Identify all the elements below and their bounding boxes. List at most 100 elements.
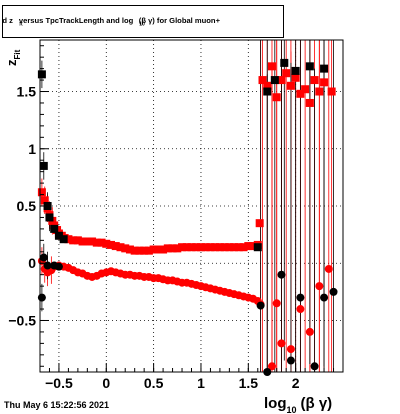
data-point-circle xyxy=(277,270,286,279)
data-point-square xyxy=(173,244,182,253)
data-point-circle xyxy=(305,327,314,336)
data-point-square xyxy=(97,238,106,247)
data-point-square xyxy=(301,85,310,94)
data-point-square xyxy=(83,237,92,246)
data-point-circle xyxy=(286,345,295,354)
data-point-square xyxy=(111,242,120,251)
data-point-square xyxy=(187,243,196,252)
data-point-square xyxy=(255,219,264,228)
data-point-square xyxy=(196,243,205,252)
y-tick-label: 0.5 xyxy=(17,198,37,214)
data-point-square xyxy=(282,69,291,78)
data-point-square xyxy=(178,243,187,252)
data-point-square xyxy=(168,244,177,253)
data-point-circle xyxy=(310,362,319,371)
data-point-square xyxy=(239,243,248,252)
data-point-circle xyxy=(320,293,329,302)
data-point-square xyxy=(215,243,224,252)
data-point-square xyxy=(230,243,239,252)
x-tick-label: 1.5 xyxy=(239,375,259,391)
data-point-square xyxy=(159,245,168,254)
data-point-square xyxy=(73,236,82,245)
y-tick-label: −0.5 xyxy=(8,312,36,328)
x-tick-label: 1 xyxy=(197,375,205,391)
data-point-square xyxy=(310,76,319,85)
data-point-square xyxy=(40,196,49,205)
data-point-square xyxy=(37,188,46,197)
data-point-square xyxy=(225,243,234,252)
data-point-square xyxy=(263,87,272,96)
data-point-square xyxy=(64,235,73,244)
data-point-square xyxy=(327,87,336,96)
data-point-square xyxy=(270,76,279,85)
data-point-square xyxy=(201,243,210,252)
chart-title: itted zπ versus TpcTrackLength and log10… xyxy=(2,5,284,38)
data-point-square xyxy=(206,243,215,252)
data-point-circle xyxy=(296,293,305,302)
y-axis-title: zFit xyxy=(4,49,22,66)
data-point-square xyxy=(220,243,229,252)
data-point-square xyxy=(144,246,153,255)
tick-labels: −0.5 0 0.5 1 1.5 2 −0.5 0 0.5 1 1.5 xyxy=(8,84,299,391)
data-point-square xyxy=(121,244,130,253)
data-point-square xyxy=(320,64,329,73)
x-tick-label: 2 xyxy=(292,375,300,391)
y-tick-label: 1.5 xyxy=(17,84,37,100)
plot-frame xyxy=(40,40,343,372)
x-tick-label: 0.5 xyxy=(144,375,164,391)
y-tick-label: 1 xyxy=(28,141,36,157)
data-point-square xyxy=(78,237,87,246)
data-point-circle xyxy=(54,262,63,271)
data-point-square xyxy=(267,62,276,71)
data-point-square xyxy=(253,243,262,252)
plot-area xyxy=(40,40,343,372)
data-point-square xyxy=(258,76,267,85)
data-point-square xyxy=(305,98,314,107)
data-point-square xyxy=(92,238,101,247)
x-tick-label: −0.5 xyxy=(45,375,73,391)
data-point-square xyxy=(154,245,163,254)
timestamp: Thu May 6 15:22:56 2021 xyxy=(4,400,110,410)
data-point-square xyxy=(291,73,300,82)
data-point-square xyxy=(125,245,134,254)
data-point-square xyxy=(305,62,314,71)
data-point-square xyxy=(296,89,305,98)
data-point-square xyxy=(277,76,286,85)
data-point-square xyxy=(163,244,172,253)
data-point-square xyxy=(192,243,201,252)
data-point-square xyxy=(88,237,97,246)
data-point-square xyxy=(291,66,300,75)
data-point-square xyxy=(249,242,258,251)
x-axis-title: log10 (β γ) xyxy=(264,395,332,414)
data-point-square xyxy=(263,81,272,90)
data-point-square xyxy=(315,87,324,96)
data-point-square xyxy=(102,239,111,248)
data-point-square xyxy=(280,58,289,67)
data-point-square xyxy=(59,235,68,244)
data-point-circle xyxy=(277,339,286,348)
data-point-square xyxy=(286,81,295,90)
data-point-circle xyxy=(272,299,281,308)
data-point-square xyxy=(69,236,78,245)
data-point-square xyxy=(45,213,54,222)
data-point-circle xyxy=(286,356,295,365)
data-point-square xyxy=(37,70,46,79)
data-point-square xyxy=(130,246,139,255)
data-point-circle xyxy=(256,301,265,310)
data-point-square xyxy=(140,246,149,255)
data-point-square xyxy=(54,231,63,240)
x-tick-label: 0 xyxy=(102,375,110,391)
data-point-square xyxy=(107,240,116,249)
data-point-square xyxy=(39,161,48,170)
data-point-square xyxy=(116,243,125,252)
data-point-circle xyxy=(315,282,324,291)
data-point-square xyxy=(234,243,243,252)
data-point-square xyxy=(135,246,144,255)
data-point-square xyxy=(211,243,220,252)
y-tick-label: 0 xyxy=(28,255,36,271)
data-point-square xyxy=(149,245,158,254)
data-point-circle xyxy=(39,253,48,262)
data-point-square xyxy=(320,78,329,87)
error-bars xyxy=(41,40,334,372)
